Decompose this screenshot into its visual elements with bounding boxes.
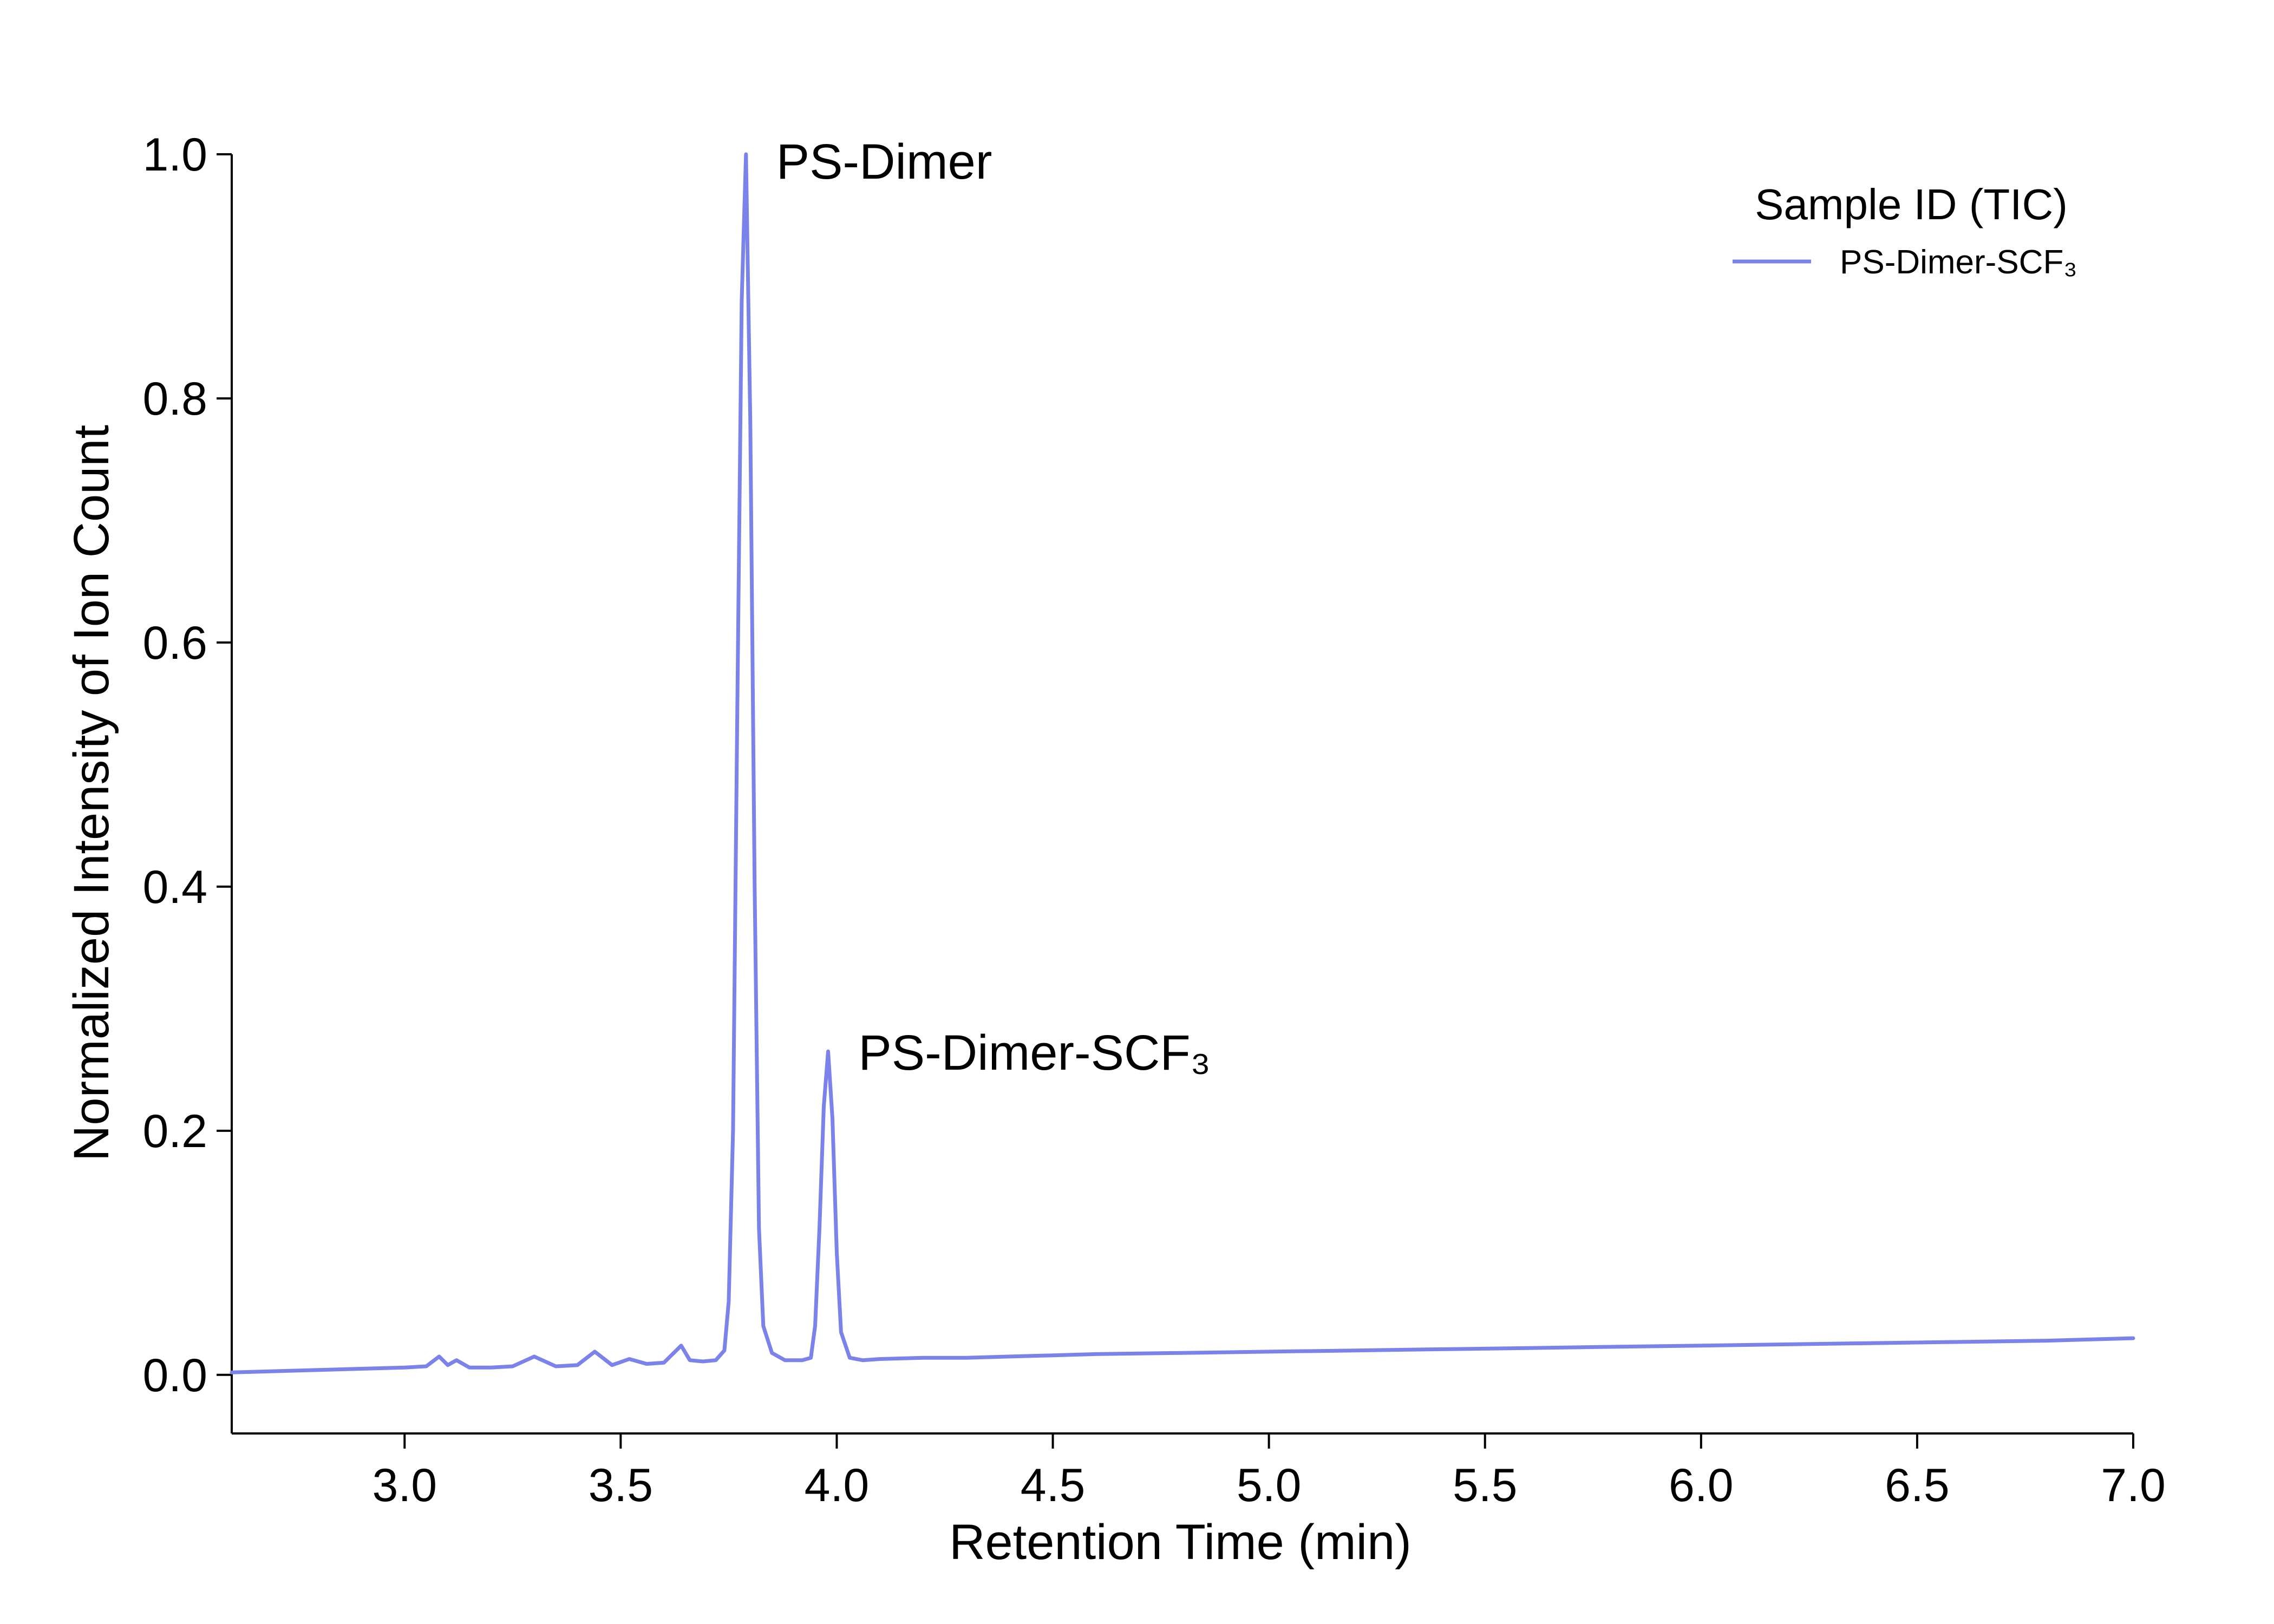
x-tick-label: 3.0 [372,1459,437,1511]
y-tick-label: 0.2 [142,1105,207,1157]
x-tick-label: 7.0 [2101,1459,2166,1511]
peak-annotation: PS-Dimer-SCF₃ [858,1025,1211,1081]
x-tick-label: 4.0 [805,1459,870,1511]
y-tick-label: 1.0 [142,129,207,181]
series-layer [230,152,2135,1374]
y-tick-label: 0.4 [142,861,207,913]
x-tick-label: 3.5 [589,1459,654,1511]
x-axis: 3.0 3.5 4.0 4.5 5.0 5.5 6.0 6.5 7.0 [232,1432,2166,1511]
legend-entry-label: PS-Dimer-SCF₃ [1840,244,2077,281]
legend: Sample ID (TIC) PS-Dimer-SCF₃ [1733,180,2077,281]
x-tick-label: 6.5 [1885,1459,1950,1511]
peak-annotation: PS-Dimer [776,134,992,189]
x-axis-title: Retention Time (min) [949,1515,1412,1570]
x-tick-label: 6.0 [1669,1459,1734,1511]
annotations: PS-Dimer PS-Dimer-SCF₃ [776,134,1211,1081]
series-line [230,152,2135,1374]
x-tick-label: 5.5 [1453,1459,1518,1511]
y-axis: 0.0 0.2 0.4 0.6 0.8 1.0 [142,129,233,1433]
x-tick-label: 4.5 [1021,1459,1086,1511]
y-tick-label: 0.8 [142,373,207,425]
y-tick-label: 0.6 [142,617,207,669]
y-tick-label: 0.0 [142,1350,207,1402]
legend-title: Sample ID (TIC) [1755,180,2068,228]
x-tick-label: 5.0 [1237,1459,1302,1511]
y-axis-title: Normalized Intensity of Ion Count [64,425,119,1161]
